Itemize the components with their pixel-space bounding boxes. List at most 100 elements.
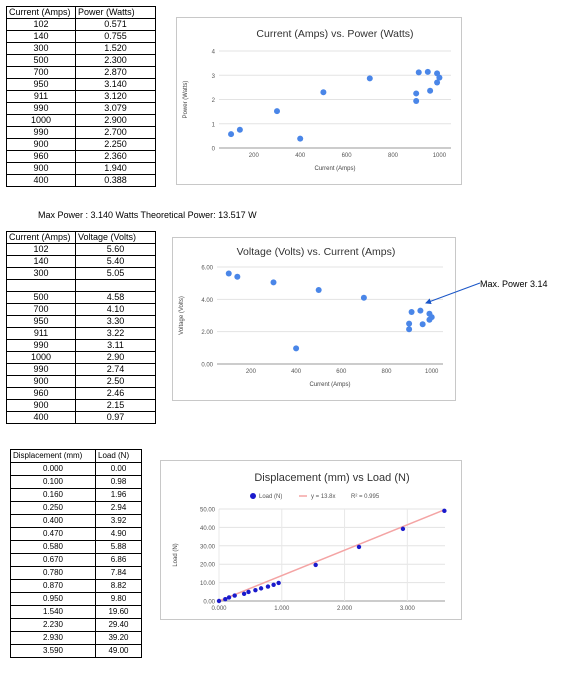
x-tick-label: 200: [246, 369, 257, 375]
table-cell: 700: [6, 66, 76, 79]
data-point: [415, 69, 422, 76]
table-cell: 950: [6, 315, 76, 328]
y-tick-label: 0.00: [203, 600, 215, 606]
table-cell: 990: [6, 339, 76, 352]
table-row: 3.590 49.00: [10, 644, 142, 658]
data-point: [241, 591, 247, 596]
x-tick-label: 1000: [425, 369, 439, 375]
table-row: 0.400 3.92: [10, 514, 142, 528]
table-row: 900 2.250: [6, 138, 156, 151]
callout-arrow-icon: [425, 282, 481, 305]
table-row: 990 3.079: [6, 102, 156, 115]
y-tick-label: 2.00: [201, 330, 213, 336]
table-row: 0.470 4.90: [10, 527, 142, 541]
table-cell: 3.140: [75, 78, 156, 91]
y-tick-label: 6.00: [201, 266, 213, 272]
table-cell: 102: [6, 18, 76, 31]
data-point: [315, 286, 322, 293]
table-cell: 2.700: [75, 126, 156, 139]
voltage-chart: Voltage (Volts) vs. Current (Amps) 0.00 2.…: [172, 237, 456, 401]
x-tick-label: 2.000: [337, 606, 353, 612]
power-chart: Current (Amps) vs. Power (Watts) 0 1 2 3 4 200…: [176, 17, 462, 185]
table-cell: 3.22: [75, 327, 156, 340]
data-point: [413, 97, 420, 104]
table-cell: 39.20: [95, 631, 142, 645]
data-point: [226, 595, 232, 600]
x-tick-label: 600: [336, 369, 347, 375]
table-cell: 3.30: [75, 315, 156, 328]
table-row: 990 2.700: [6, 126, 156, 139]
y-tick-label: 10.00: [200, 581, 216, 587]
data-point: [424, 68, 431, 75]
table-row: 950 3.140: [6, 78, 156, 91]
table-cell: 900: [6, 375, 76, 388]
data-point: [276, 580, 281, 586]
table-row: 500 4.58: [6, 291, 156, 304]
table-cell: 1.540: [10, 605, 96, 619]
table-cell: 3.120: [75, 90, 156, 103]
x-tick-label: 1000: [433, 153, 447, 159]
legend-r2-label: R² = 0.995: [351, 494, 380, 500]
table-cell: 0.755: [75, 30, 156, 43]
table-cell: 0.780: [10, 566, 96, 580]
table-cell: 0.950: [10, 592, 96, 606]
chart-title: Voltage (Volts) vs. Current (Amps): [237, 246, 396, 258]
data-point: [320, 89, 327, 96]
table-cell: 1000: [6, 114, 76, 127]
data-point: [413, 90, 420, 97]
table-cell: 911: [6, 327, 76, 340]
table-cell: 1000: [6, 351, 76, 364]
legend-trend-label: y = 13.8x: [311, 494, 336, 500]
table-cell: 900: [6, 138, 76, 151]
x-tick-label: 600: [342, 153, 353, 159]
power-data-table: Current (Amps) Power (Watts) 102 0.571 140 0.…: [6, 6, 156, 187]
table-cell: 1.940: [75, 162, 156, 175]
table-cell: 2.74: [75, 363, 156, 376]
table-row: 700 4.10: [6, 303, 156, 316]
load-data-table: Displacement (mm) Load (N) 0.000 0.00 0.100 0…: [10, 449, 142, 658]
column-header: Load (N): [95, 449, 142, 463]
table-row: 960 2.46: [6, 387, 156, 400]
data-point: [271, 582, 276, 587]
data-point: [297, 135, 304, 142]
table-row: 950 3.30: [6, 315, 156, 328]
table-cell: 102: [6, 243, 76, 256]
table-row: 0.100 0.98: [10, 475, 142, 489]
table-row: 900 1.940: [6, 162, 156, 175]
table-row: 140 5.40: [6, 255, 156, 268]
x-axis-label: Current (Amps): [314, 166, 355, 172]
y-tick-label: 1: [212, 122, 216, 128]
x-tick-label: 3.000: [400, 606, 416, 612]
table-row: 102 5.60: [6, 243, 156, 256]
data-point: [293, 345, 300, 352]
table-row: 0.250 2.94: [10, 501, 142, 515]
table-cell: 19.60: [95, 605, 142, 619]
data-point: [436, 74, 443, 81]
data-point: [417, 307, 424, 314]
table-cell: 990: [6, 126, 76, 139]
table-cell: 400: [6, 411, 76, 424]
table-cell: 0.470: [10, 527, 96, 541]
data-point: [232, 593, 237, 598]
table-row: 1.540 19.60: [10, 605, 142, 619]
data-point: [258, 586, 264, 591]
data-point: [270, 279, 277, 286]
power-summary: Max Power : 3.140 Watts Theoretical Powe…: [38, 210, 257, 220]
table-cell: 8.82: [95, 579, 142, 593]
table-cell: 0.870: [10, 579, 96, 593]
table-cell: 900: [6, 399, 76, 412]
legend-marker: [250, 493, 256, 499]
data-point: [400, 526, 406, 532]
table-cell: 300: [6, 42, 76, 55]
x-tick-label: 1.000: [274, 606, 290, 612]
table-cell: 960: [6, 387, 76, 400]
table-cell: 2.870: [75, 66, 156, 79]
table-cell: 0.400: [10, 514, 96, 528]
data-point: [419, 321, 426, 328]
table-cell: 0.100: [10, 475, 96, 489]
table-cell: 3.079: [75, 102, 156, 115]
data-point: [442, 508, 447, 514]
table-row: 400 0.97: [6, 411, 156, 424]
table-cell: 2.50: [75, 375, 156, 388]
table-cell: 6.86: [95, 553, 142, 567]
